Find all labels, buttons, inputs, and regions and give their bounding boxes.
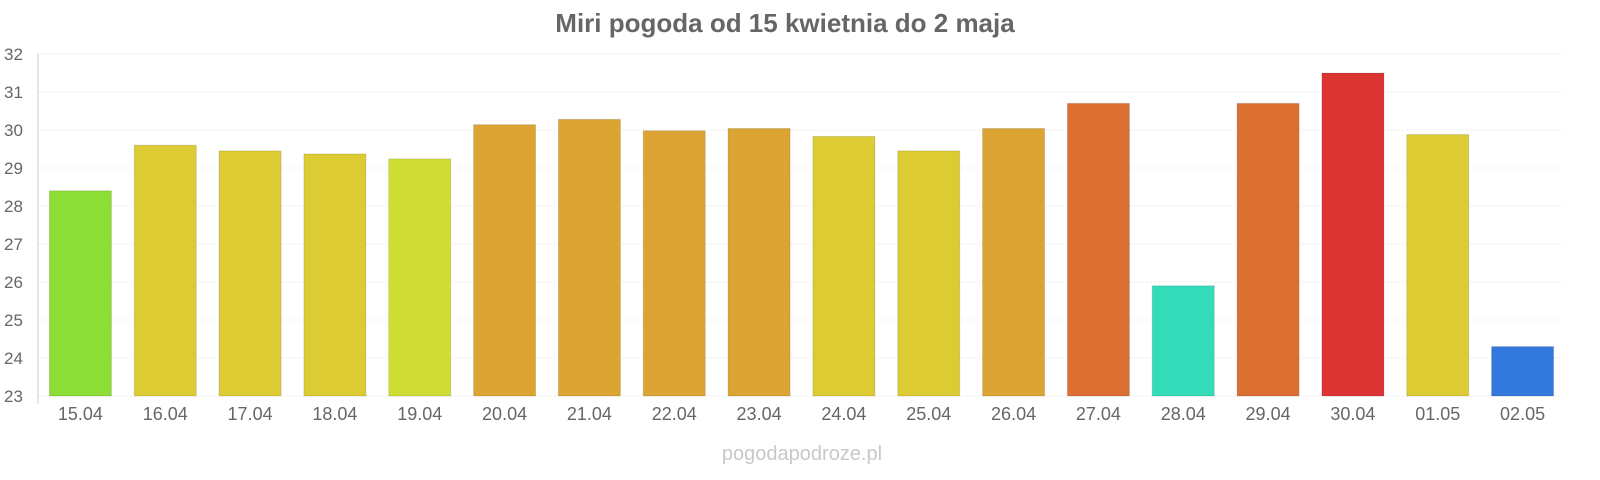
y-tick-label: 27 [4, 235, 23, 254]
x-tick-label: 19.04 [397, 404, 442, 424]
x-tick-label: 25.04 [906, 404, 951, 424]
x-tick-label: 15.04 [58, 404, 103, 424]
bar-18.04 [303, 153, 367, 397]
y-tick-label: 23 [4, 387, 23, 406]
x-tick-label: 20.04 [482, 404, 527, 424]
x-tick-label: 16.04 [143, 404, 188, 424]
bar-15.04 [48, 190, 112, 397]
x-tick-label: 17.04 [228, 404, 273, 424]
bar-21.04 [557, 118, 621, 397]
y-tick-label: 25 [4, 311, 23, 330]
bar-29.04 [1236, 102, 1300, 397]
bar-16.04 [133, 144, 197, 397]
y-tick-label: 31 [4, 83, 23, 102]
x-tick-label: 26.04 [991, 404, 1036, 424]
bar-22.04 [642, 130, 706, 397]
bar-19.04 [388, 158, 452, 397]
bar-26.04 [982, 127, 1046, 397]
x-tick-label: 18.04 [312, 404, 357, 424]
bar-28.04 [1151, 285, 1215, 397]
y-tick-label: 24 [4, 349, 23, 368]
y-tick-label: 28 [4, 197, 23, 216]
bar-30.04 [1321, 72, 1385, 397]
bar-24.04 [812, 135, 876, 397]
bar-20.04 [473, 124, 537, 397]
bar-23.04 [727, 127, 791, 397]
x-tick-label: 23.04 [737, 404, 782, 424]
x-tick-label: 22.04 [652, 404, 697, 424]
bar-25.04 [897, 150, 961, 397]
bar-02.05 [1491, 346, 1555, 397]
bar-01.05 [1406, 134, 1470, 397]
credit-text: pogodapodroze.pl [722, 443, 882, 465]
y-tick-label: 32 [4, 45, 23, 64]
x-tick-label: 21.04 [567, 404, 612, 424]
x-tick-label: 28.04 [1161, 404, 1206, 424]
x-tick-label: 29.04 [1246, 404, 1291, 424]
chart-title: Miri pogoda od 15 kwietnia do 2 maja [555, 8, 1015, 38]
x-tick-label: 01.05 [1415, 404, 1460, 424]
x-tick-label: 02.05 [1500, 404, 1545, 424]
bar-17.04 [218, 150, 282, 397]
x-tick-label: 27.04 [1076, 404, 1121, 424]
y-tick-label: 29 [4, 159, 23, 178]
y-tick-label: 26 [4, 273, 23, 292]
y-tick-label: 30 [4, 121, 23, 140]
x-tick-label: 30.04 [1330, 404, 1375, 424]
bar-27.04 [1066, 102, 1130, 397]
x-tick-label: 24.04 [821, 404, 866, 424]
